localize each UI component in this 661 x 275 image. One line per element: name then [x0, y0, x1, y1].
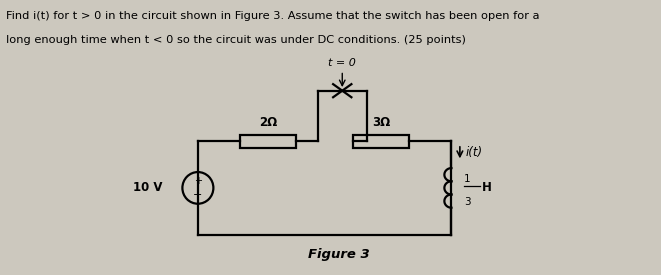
Bar: [240, 135, 297, 148]
Bar: [353, 135, 409, 148]
Text: −: −: [193, 190, 202, 200]
Text: +: +: [194, 177, 202, 186]
Text: i(t): i(t): [465, 146, 483, 159]
Text: Figure 3: Figure 3: [308, 248, 369, 261]
Text: t = 0: t = 0: [329, 58, 356, 68]
Text: Find i(t) for t > 0 in the circuit shown in Figure 3. Assume that the switch has: Find i(t) for t > 0 in the circuit shown…: [7, 12, 540, 21]
Text: 2Ω: 2Ω: [259, 116, 278, 129]
Text: 10 V: 10 V: [133, 182, 163, 194]
Text: long enough time when t < 0 so the circuit was under DC conditions. (25 points): long enough time when t < 0 so the circu…: [7, 35, 466, 45]
Text: 3Ω: 3Ω: [372, 116, 390, 129]
Text: H: H: [482, 182, 492, 194]
Text: 1: 1: [464, 174, 471, 184]
Text: 3: 3: [464, 197, 471, 207]
